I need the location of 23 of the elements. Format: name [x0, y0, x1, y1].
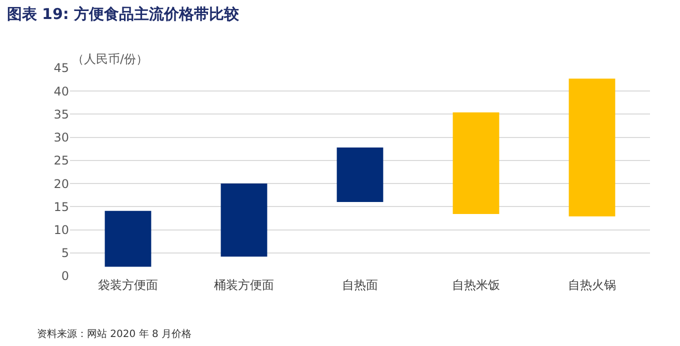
text: 资料来源：网站 2020 年 8 月价格: [37, 328, 192, 340]
y-tick-label: 35: [54, 107, 69, 122]
y-tick-label: 20: [54, 176, 69, 191]
y-tick-label: 5: [61, 246, 69, 260]
bar: [568, 78, 616, 216]
x-tick-label: 桶装方便面: [214, 278, 274, 292]
x-tick-label: 自热米饭: [452, 278, 500, 292]
y-tick-label: 0: [61, 269, 69, 284]
x-tick-label: 袋装方便面: [98, 278, 158, 292]
bar: [452, 112, 500, 214]
y-tick-label: 25: [54, 154, 69, 168]
y-tick-label: 45: [54, 61, 69, 76]
y-tick-label: 40: [54, 84, 69, 98]
bar: [336, 148, 384, 202]
x-tick-label: 自热火锅: [568, 278, 616, 292]
y-tick-label: 10: [54, 222, 69, 237]
chart-title: 图表 19: 方便食品主流价格带比较: [6, 5, 240, 24]
y-tick-label: 15: [54, 200, 69, 214]
bar: [220, 184, 268, 257]
bar: [104, 210, 152, 267]
x-tick-label: 自热面: [342, 278, 378, 292]
y-tick-label: 30: [54, 130, 69, 145]
y-axis-title: （人民币/份）: [72, 52, 148, 66]
